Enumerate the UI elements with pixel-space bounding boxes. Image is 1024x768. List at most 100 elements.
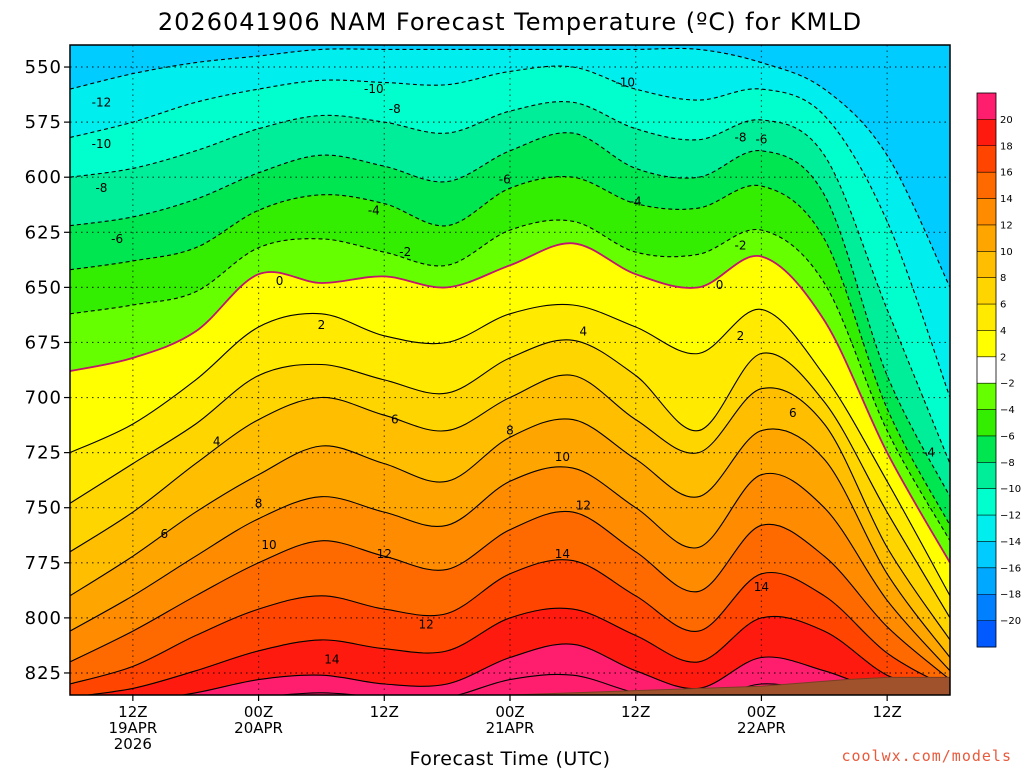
isotherm-line-0 xyxy=(70,242,950,564)
contour-label: 14 xyxy=(754,580,769,594)
isotherm-line-6 xyxy=(70,374,950,641)
y-tick-label: 800 xyxy=(25,608,62,629)
contour-label-text: 2 xyxy=(737,329,745,343)
isotherm-line-4 xyxy=(70,339,950,619)
y-tick-label: 700 xyxy=(25,388,62,409)
contour-label: -12 xyxy=(92,95,112,109)
isotherm-line-8 xyxy=(70,418,950,658)
colorbar: 20 18 16 14 12 10 8 6 4 2 −2 −4 −6 −8 −10 −12 −14 −16 −18 −… xyxy=(976,92,1021,648)
terrain-ground xyxy=(70,676,950,695)
contour-label: -4 xyxy=(923,446,935,460)
x-tick-label: 21APR xyxy=(486,719,535,737)
y-tick-label: 675 xyxy=(25,332,62,353)
contour-label-text: -8 xyxy=(95,181,107,195)
colorbar-swatch xyxy=(977,330,996,358)
colorbar-swatch xyxy=(977,488,996,516)
contour-label-text: 0 xyxy=(716,278,724,292)
contour-label-text: 14 xyxy=(555,547,570,561)
colorbar-swatch xyxy=(977,119,996,147)
contour-label: 8 xyxy=(506,424,514,438)
contour-label-text: 6 xyxy=(789,406,797,420)
contour-label: 12 xyxy=(576,499,591,513)
contour-label: -6 xyxy=(755,133,767,147)
colorbar-label: 2 xyxy=(1000,352,1006,363)
y-axis: 550 575 600 625 650 675 700 725 750 775 800 825 xyxy=(25,57,70,684)
colorbar-label: 16 xyxy=(1000,168,1013,179)
contour-label-text: -6 xyxy=(499,172,511,186)
x-tick-label: 00Z xyxy=(747,703,776,721)
contour-label-text: -4 xyxy=(630,194,642,208)
isotherm-line-10 xyxy=(70,466,950,672)
contour-label: 10 xyxy=(261,538,276,552)
contour-label: 6 xyxy=(391,413,399,427)
contour-label-text: -2 xyxy=(399,245,411,259)
contour-label: 2 xyxy=(318,318,326,332)
contour-label: 4 xyxy=(213,435,221,449)
colorbar-swatch xyxy=(977,198,996,226)
contour-label: 14 xyxy=(555,547,570,561)
contour-label: 10 xyxy=(555,450,570,464)
contour-label: -2 xyxy=(399,245,411,259)
colorbar-swatch xyxy=(977,251,996,279)
colorbar-swatch xyxy=(977,462,996,490)
contour-label-text: -4 xyxy=(923,446,935,460)
contour-label: -2 xyxy=(734,239,746,253)
contour-label-text: -10 xyxy=(615,75,635,89)
colorbar-swatch xyxy=(977,224,996,252)
contour-label: 6 xyxy=(160,527,168,541)
x-tick-label: 00Z xyxy=(495,703,524,721)
contour-label: -10 xyxy=(364,82,384,96)
colorbar-swatch xyxy=(977,145,996,173)
temperature-fill-layer xyxy=(70,45,950,695)
contour-label: -6 xyxy=(111,232,123,246)
contour-label-text: -10 xyxy=(92,137,112,151)
contour-label: -8 xyxy=(95,181,107,195)
contour-label-text: 6 xyxy=(160,527,168,541)
colorbar-label: 20 xyxy=(1000,115,1013,126)
colorbar-label: −20 xyxy=(1000,616,1021,627)
contour-label-text: 0 xyxy=(276,274,284,288)
contour-label-text: 8 xyxy=(506,424,514,438)
x-tick-label: 12Z xyxy=(872,703,901,721)
colorbar-label: 14 xyxy=(1000,194,1013,205)
contour-label-layer: -12 -10 -8 -6 -10 -8 -6 -4 -2 0 2 4 6 8 10 6 12 14 12 8 10 12… xyxy=(92,75,935,666)
isotherm-line--12 xyxy=(70,47,950,288)
y-tick-label: 725 xyxy=(25,443,62,464)
colorbar-label: 12 xyxy=(1000,220,1013,231)
colorbar-swatch xyxy=(977,620,996,648)
isotherm-line--2 xyxy=(70,219,950,542)
contour-label: 2 xyxy=(737,329,745,343)
isotherm-line--8 xyxy=(70,101,950,464)
isotherm-line-18 xyxy=(179,643,902,695)
colorbar-label: −10 xyxy=(1000,484,1021,495)
grid-layer xyxy=(70,45,950,695)
contour-label: -10 xyxy=(92,137,112,151)
x-tick-label: 2026 xyxy=(114,735,152,753)
y-tick-label: 575 xyxy=(25,112,62,133)
x-tick-label: 12Z xyxy=(370,703,399,721)
contour-label: 12 xyxy=(377,547,392,561)
colorbar-label: −16 xyxy=(1000,563,1021,574)
contour-label-text: 2 xyxy=(318,318,326,332)
isotherm-line-14 xyxy=(70,559,950,689)
colorbar-swatch xyxy=(977,277,996,305)
colorbar-label: −18 xyxy=(1000,590,1021,601)
contour-label-text: 10 xyxy=(555,450,570,464)
contour-label-text: 6 xyxy=(391,413,399,427)
contour-label-text: -12 xyxy=(92,95,112,109)
isotherm-layer xyxy=(70,47,950,695)
contour-label-text: -6 xyxy=(755,133,767,147)
contour-label-text: 4 xyxy=(580,324,588,338)
isotherm-line-16 xyxy=(83,607,950,695)
colorbar-swatch xyxy=(977,567,996,595)
y-tick-label: 600 xyxy=(25,167,62,188)
temperature-band-20 xyxy=(282,674,840,695)
x-axis-label: Forecast Time (UTC) xyxy=(410,748,611,768)
x-tick-label: 20APR xyxy=(234,719,283,737)
terrain-layer xyxy=(70,676,950,695)
contour-label-text: -10 xyxy=(364,82,384,96)
contour-label: -8 xyxy=(734,131,746,145)
contour-label: 4 xyxy=(580,324,588,338)
x-tick-label: 00Z xyxy=(244,703,273,721)
